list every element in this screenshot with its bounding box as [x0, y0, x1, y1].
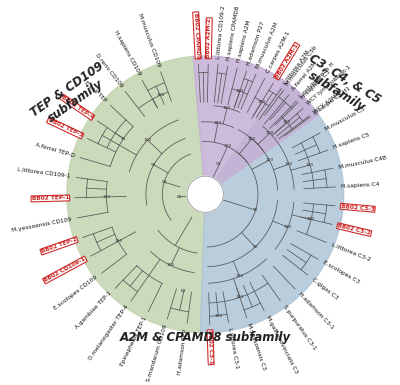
Text: A2M & CPAMD8 subfamily: A2M & CPAMD8 subfamily: [120, 331, 291, 344]
Text: 100: 100: [214, 121, 222, 125]
Text: L.polyphemus H: L.polyphemus H: [299, 61, 336, 99]
Text: 100: 100: [156, 93, 164, 97]
Text: M.musculus C4B: M.musculus C4B: [338, 155, 387, 169]
Text: 100: 100: [166, 263, 175, 268]
Text: H.adamson C3-1: H.adamson C3-1: [297, 291, 334, 330]
Circle shape: [187, 176, 223, 213]
Text: L.littorea A2M: L.littorea A2M: [283, 49, 311, 85]
Text: 83: 83: [181, 289, 187, 293]
Text: 50: 50: [252, 245, 258, 249]
Text: E.coli TEP: E.coli TEP: [84, 80, 108, 103]
Text: 100: 100: [284, 225, 292, 229]
Text: L.littorea C3-2: L.littorea C3-2: [331, 242, 372, 262]
Text: 100: 100: [223, 106, 231, 110]
Text: BB02 C3-2: BB02 C3-2: [337, 223, 371, 236]
Text: S.mandarum CD109: S.mandarum CD109: [146, 324, 168, 382]
Text: BB02 C3-1: BB02 C3-1: [208, 330, 214, 364]
Text: 59: 59: [161, 180, 167, 184]
Text: C.carpes A2M-1: C.carpes A2M-1: [265, 31, 291, 74]
Text: 60: 60: [176, 195, 182, 199]
Text: M.musculus C5b: M.musculus C5b: [285, 45, 318, 87]
Text: BB02 TEP-3: BB02 TEP-3: [47, 118, 83, 138]
Text: 90: 90: [215, 162, 221, 166]
Text: E.scolopes CD109: E.scolopes CD109: [53, 275, 98, 311]
Text: 70: 70: [253, 208, 258, 212]
Text: 95: 95: [151, 163, 156, 167]
Text: S.purpuratus C3-1: S.purpuratus C3-1: [282, 304, 317, 351]
Text: 100: 100: [248, 137, 256, 141]
Text: 100: 100: [285, 162, 293, 166]
Text: H.adamson TEP: H.adamson TEP: [178, 329, 189, 375]
Text: C.gigas C3: C.gigas C3: [311, 276, 338, 300]
Text: 100: 100: [258, 99, 266, 104]
Text: BB02 A2M-2: BB02 A2M-2: [206, 18, 212, 58]
Text: 100: 100: [114, 239, 122, 243]
Text: Epinephelus TEP-1: Epinephelus TEP-1: [120, 316, 148, 367]
Text: 31: 31: [121, 137, 126, 141]
Text: BB02 C3-3: BB02 C3-3: [341, 204, 375, 212]
Polygon shape: [67, 56, 205, 333]
Text: 100: 100: [236, 275, 244, 278]
Text: 100: 100: [266, 131, 274, 135]
Text: 100: 100: [306, 163, 314, 167]
Text: H.sapiens C4: H.sapiens C4: [341, 182, 380, 189]
Text: A.gambiae TEP-1: A.gambiae TEP-1: [75, 291, 113, 330]
Text: 100: 100: [283, 121, 291, 124]
Text: BB02 A2M-1: BB02 A2M-1: [274, 43, 299, 79]
Text: M.yessoensis C3: M.yessoensis C3: [246, 323, 267, 371]
Text: H.sapiens A2M: H.sapiens A2M: [236, 20, 252, 63]
Text: D.rerio CD109: D.rerio CD109: [94, 52, 124, 89]
Text: WCY A2M-1: WCY A2M-1: [312, 90, 342, 114]
Text: C.carpio C3 H1: C.carpio C3 H1: [313, 85, 352, 116]
Text: BB02 TEP-1: BB02 TEP-1: [32, 196, 69, 201]
Text: 100: 100: [224, 144, 232, 149]
Text: BB02 CD109-1: BB02 CD109-1: [43, 257, 87, 283]
Text: A.ferrei A2M: A.ferrei A2M: [291, 61, 318, 92]
Text: 100: 100: [236, 89, 244, 93]
Text: C3, C4, & C5
subfamily: C3, C4, & C5 subfamily: [298, 52, 382, 119]
Text: H.sapiens C5: H.sapiens C5: [332, 133, 370, 151]
Text: H.adamson P27: H.adamson P27: [246, 20, 266, 66]
Text: A.ferrei TEP-D: A.ferrei TEP-D: [35, 142, 75, 158]
Text: H.sapiens C3: H.sapiens C3: [300, 70, 331, 100]
Text: M.galloprovincialis C3: M.galloprovincialis C3: [264, 315, 298, 374]
Text: 100: 100: [265, 158, 273, 162]
Text: BB02 TEP-2: BB02 TEP-2: [40, 237, 78, 254]
Text: 100: 100: [214, 313, 222, 318]
Polygon shape: [193, 56, 319, 194]
Text: M.musculus CD109: M.musculus CD109: [137, 12, 161, 67]
Text: L.littorea CD109-1: L.littorea CD109-1: [17, 167, 70, 179]
Text: 100: 100: [307, 218, 315, 221]
Text: 100: 100: [236, 295, 244, 300]
Text: D.melanogaster TEP-4: D.melanogaster TEP-4: [88, 305, 130, 362]
Text: M.musculus A2M: M.musculus A2M: [256, 22, 280, 70]
Text: E.scolopes C3: E.scolopes C3: [322, 260, 360, 285]
Text: M.yessoensis CD109: M.yessoensis CD109: [11, 217, 72, 233]
Text: L.littorea CD109-2: L.littorea CD109-2: [216, 5, 226, 59]
Text: M.musculus C5: M.musculus C5: [324, 107, 366, 132]
Text: TEP & CD109
subfamily: TEP & CD109 subfamily: [28, 59, 115, 132]
Text: 100: 100: [144, 138, 152, 142]
Text: BB02 CPAMD8: BB02 CPAMD8: [193, 12, 201, 59]
Text: WCY lymphoblast-1: WCY lymphoblast-1: [306, 65, 352, 106]
Text: BB02 TEP-4: BB02 TEP-4: [60, 94, 94, 120]
Text: H.sapiens CD109: H.sapiens CD109: [113, 30, 142, 76]
Text: 100: 100: [102, 195, 110, 199]
Polygon shape: [200, 81, 344, 333]
Text: H.sapiens CPAMD8: H.sapiens CPAMD8: [226, 5, 241, 61]
Text: L.littorea C3-1: L.littorea C3-1: [227, 328, 240, 370]
